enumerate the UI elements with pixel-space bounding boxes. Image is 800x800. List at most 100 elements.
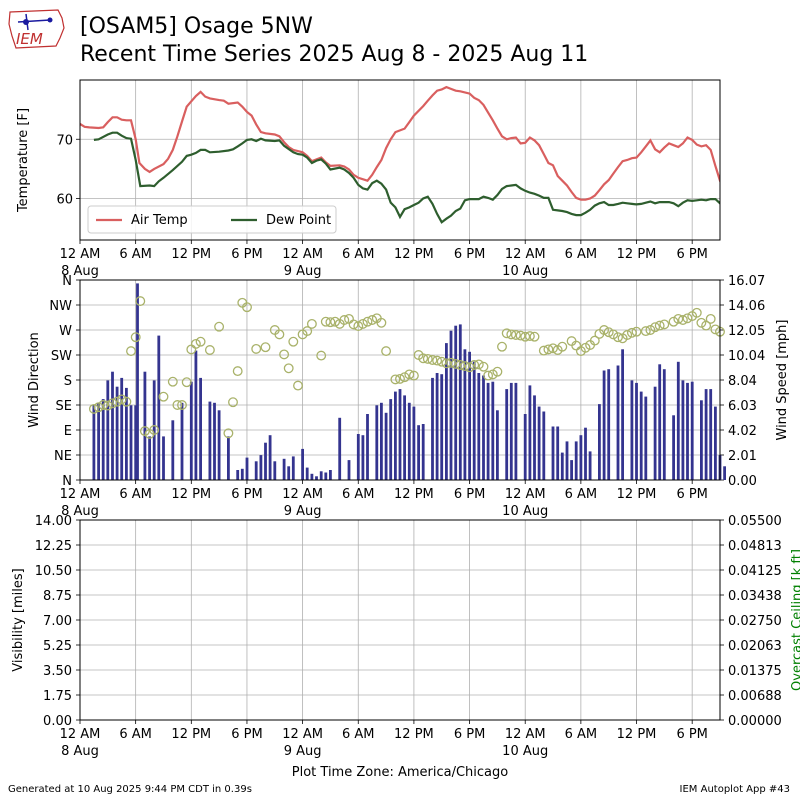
wind-speed-bar	[403, 395, 406, 480]
wind-speed-bar	[686, 382, 689, 480]
x-tick-date: 10 Aug	[502, 744, 548, 759]
x-tick-date: 8 Aug	[61, 504, 99, 519]
y-tick-label: 0.00	[43, 714, 72, 729]
wind-direction-point	[167, 376, 178, 387]
wind-direction-point	[469, 360, 480, 370]
wind-speed-bar	[301, 448, 304, 480]
wind-speed-bar	[394, 391, 397, 480]
wind-direction-point	[701, 320, 712, 331]
wind-speed-bar	[714, 406, 717, 480]
wind-speed-bar	[97, 402, 100, 480]
x-tick-date: 10 Aug	[502, 264, 548, 279]
wind-speed-bar	[254, 461, 258, 480]
x-tick-label: 12 AM	[60, 727, 101, 742]
wind-speed-bar	[491, 381, 495, 480]
x-tick-date: 9 Aug	[284, 264, 322, 279]
y-axis-label: Temperature [F]	[16, 108, 31, 213]
wind-speed-bar	[445, 343, 448, 480]
x-tick-label: 12 AM	[60, 487, 101, 502]
wind-direction-point	[436, 356, 447, 367]
wind-direction-point	[288, 336, 299, 347]
wind-direction-point	[501, 328, 512, 339]
y-tick-label: SE	[56, 399, 72, 414]
wind-direction-point	[367, 315, 378, 325]
wind-speed-bar	[259, 455, 263, 480]
wind-speed-bar	[723, 466, 726, 480]
y-right-tick-label: 0.04813	[728, 539, 782, 554]
wind-speed-bar	[115, 386, 119, 480]
wind-speed-bar	[644, 396, 648, 480]
x-tick-label: 6 PM	[676, 247, 707, 262]
wind-speed-bar	[356, 434, 360, 480]
wind-speed-bar	[264, 442, 267, 480]
wind-direction-point	[362, 316, 373, 327]
wind-speed-bar	[523, 414, 527, 480]
x-tick-label: 12 AM	[60, 247, 101, 262]
wind-speed-bar	[375, 405, 379, 480]
y-right-tick-label: 0.03438	[728, 589, 782, 604]
wind-direction-point	[102, 400, 113, 411]
x-tick-label: 6 AM	[342, 247, 375, 262]
wind-speed-bar	[240, 468, 244, 480]
wind-direction-point	[450, 358, 461, 369]
x-tick-label: 12 AM	[282, 727, 323, 742]
y-tick-label: 7.00	[43, 614, 72, 629]
wind-direction-point	[408, 370, 419, 381]
wind-speed-bar	[268, 435, 272, 480]
wind-speed-bar	[148, 436, 151, 480]
wind-direction-point	[93, 402, 104, 413]
wind-direction-point	[158, 391, 169, 402]
wind-direction-point	[404, 369, 415, 380]
wind-direction-point	[395, 373, 405, 384]
wind-direction-point	[195, 336, 206, 347]
wind-speed-bar	[468, 351, 471, 480]
wind-speed-bar	[384, 412, 388, 480]
wind-speed-bar	[111, 371, 114, 480]
wind-speed-bar	[291, 456, 295, 480]
wind-direction-point	[441, 358, 452, 369]
y-right-tick-label: 2.01	[728, 449, 757, 464]
wind-speed-bar	[389, 399, 393, 480]
y-tick-label: 3.50	[43, 664, 72, 679]
wind-speed-bar	[607, 369, 611, 480]
wind-speed-bar	[347, 460, 351, 480]
wind-speed-bar	[449, 330, 453, 480]
x-tick-label: 6 AM	[565, 727, 598, 742]
wind-direction-point	[320, 316, 331, 327]
wind-speed-bar	[542, 411, 546, 480]
wind-speed-bar	[134, 405, 138, 480]
wind-direction-point	[274, 329, 285, 340]
wind-direction-point	[112, 396, 123, 407]
legend-label: Dew Point	[266, 213, 331, 228]
y-right-tick-label: 6.03	[728, 399, 757, 414]
wind-speed-bar	[412, 406, 416, 480]
wind-speed-bar	[574, 441, 578, 480]
wind-direction-point	[691, 307, 702, 318]
series-line-air-temp	[80, 85, 720, 201]
wind-speed-bar	[639, 391, 643, 480]
wind-direction-point	[705, 313, 716, 324]
wind-speed-bar	[653, 386, 657, 480]
wind-direction-point	[603, 327, 614, 338]
y-tick-label: 1.75	[43, 689, 72, 704]
wind-speed-bar	[630, 380, 634, 480]
wind-speed-bar	[106, 380, 110, 480]
wind-direction-point	[427, 355, 438, 365]
wind-direction-point	[589, 335, 600, 346]
wind-speed-bar	[236, 470, 240, 480]
wind-direction-point	[293, 380, 303, 391]
wind-speed-bar	[366, 414, 369, 480]
y-right-tick-label: 0.02750	[728, 614, 782, 629]
wind-speed-bar	[509, 382, 513, 480]
wind-direction-point	[381, 346, 392, 357]
wind-speed-bar	[709, 389, 713, 480]
wind-direction-point	[483, 370, 494, 381]
wind-speed-bar	[681, 380, 685, 480]
y-right-tick-label: 0.01375	[728, 664, 782, 679]
wind-direction-point	[130, 332, 141, 343]
page-title: [OSAM5] Osage 5NW	[80, 14, 313, 39]
y-tick-label: 14.00	[35, 514, 72, 529]
y-right-tick-label: 0.00000	[728, 714, 782, 729]
wind-direction-point	[339, 315, 350, 325]
y-tick-label: E	[64, 424, 72, 439]
